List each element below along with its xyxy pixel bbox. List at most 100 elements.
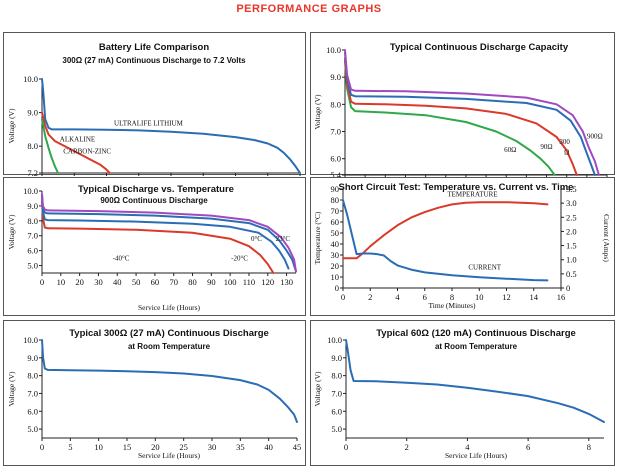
x-tick-label: 5 <box>68 442 72 452</box>
y-tick-label: 40 <box>331 239 340 249</box>
y-axis-label: Temperature (°C) <box>313 211 322 264</box>
annotation-label: 23°C <box>276 235 291 243</box>
annotation-label: CURRENT <box>468 263 501 271</box>
chart-300-ohm-discharge: 5.0 6.0 7.0 8.0 9.0 10.0 0 5 10 15 20 25 30 35 40 45 Typ… <box>7 328 302 460</box>
y-tick-label: 0 <box>335 283 339 293</box>
y-tick-label: 9.0 <box>331 353 342 363</box>
x-tick-label: 50 <box>132 277 141 287</box>
y-tick-label: 8.0 <box>330 99 341 109</box>
y-tick-label: 10.0 <box>23 74 38 84</box>
series-line-temperature <box>342 201 549 260</box>
x-tick-label: 14 <box>530 292 539 302</box>
y-tick-label: 8.0 <box>27 216 38 226</box>
y-tick-label: 5.0 <box>27 424 38 434</box>
series-line-series-0 <box>345 339 605 423</box>
series-line-alkaline <box>41 111 111 174</box>
series-line-series-0 <box>41 339 298 423</box>
y-tick-label: 50 <box>331 228 340 238</box>
series-line-ultralife-lithium <box>41 78 301 174</box>
x-tick-label: 60 <box>151 277 160 287</box>
y-axis-label: Voltage (V) <box>313 94 322 130</box>
x-tick-label: 120 <box>261 277 274 287</box>
y-tick-label: 10.0 <box>327 335 342 345</box>
annotation-label: CARBON-ZINC <box>63 148 111 156</box>
y-tick-label: 6.0 <box>331 406 342 416</box>
x-tick-label: 0 <box>40 277 44 287</box>
y-right-tick-label: 3.5 <box>566 184 577 194</box>
x-tick-label: 40 <box>264 442 273 452</box>
chart-title: Typical 300Ω (27 mA) Continuous Discharg… <box>69 328 269 339</box>
x-tick-label: 20 <box>151 442 160 452</box>
chart-subtitle: at Room Temperature <box>435 342 518 351</box>
x-tick-label: 30 <box>94 277 103 287</box>
annotation-label: 0°C <box>251 235 262 243</box>
annotation-label: 300 <box>559 138 570 146</box>
x-axis-label: Service Life (Hours) <box>445 451 508 460</box>
x-tick-label: 2 <box>368 292 372 302</box>
series-line-current <box>342 199 549 282</box>
annotation-label: ALKALINE <box>60 135 95 143</box>
chart-panel-discharge-temperature: 5.0 6.0 7.0 8.0 9.0 10.0 0 10 20 30 40 50 60 70 80 90 10… <box>3 177 306 316</box>
annotation-label: -20°C <box>231 254 248 262</box>
chart-panel-60-ohm: 5.0 6.0 7.0 8.0 9.0 10.0 0 2 4 6 8 Typical 60Ω (120… <box>310 320 615 466</box>
y-tick-label: 60 <box>331 217 340 227</box>
annotation-label: 60Ω <box>504 146 516 154</box>
chart-subtitle: 900Ω Continuous Discharge <box>100 196 208 205</box>
series-line-90 <box>344 57 578 176</box>
x-tick-label: 40 <box>113 277 122 287</box>
x-tick-label: 15 <box>123 442 132 452</box>
y-axis-label: Voltage (V) <box>7 371 16 407</box>
x-tick-label: 80 <box>188 277 197 287</box>
annotation-label: Ω <box>564 149 569 157</box>
series-line-40-c <box>41 200 275 274</box>
annotation-label: 90Ω <box>540 143 552 151</box>
y-tick-label: 10.0 <box>23 335 38 345</box>
y-tick-label: 30 <box>331 250 340 260</box>
x-tick-label: 45 <box>293 442 302 452</box>
chart-title: Typical Discharge vs. Temperature <box>78 184 234 195</box>
x-tick-label: 70 <box>169 277 178 287</box>
x-tick-label: 35 <box>236 442 245 452</box>
series-line-60 <box>344 59 556 176</box>
chart-title: Typical 60Ω (120 mA) Continuous Discharg… <box>376 328 576 339</box>
chart-battery-life-comparison: 7.28.09.010.00510152025303540ULTRALIFE L… <box>7 42 304 195</box>
y-axis-label: Voltage (V) <box>7 108 16 144</box>
y-tick-label: 10 <box>331 272 340 282</box>
series-line-20-c <box>41 196 290 270</box>
annotation-label: -40°C <box>113 254 130 262</box>
y-right-tick-label: 1.5 <box>566 241 577 251</box>
x-tick-label: 0 <box>344 442 348 452</box>
y-right-tick-label: 1.0 <box>566 255 577 265</box>
x-tick-label: 100 <box>224 277 237 287</box>
y-right-tick-label: 2.0 <box>566 226 577 236</box>
x-axis-label: Service Life (Hours) <box>138 451 201 460</box>
x-tick-label: 10 <box>94 442 103 452</box>
y-tick-label: 10.0 <box>326 45 341 55</box>
x-axis-label: Service Life (Hours) <box>138 303 201 312</box>
y-tick-label: 9.0 <box>27 353 38 363</box>
x-tick-label: 6 <box>526 442 530 452</box>
y-tick-label: 8.0 <box>331 371 342 381</box>
y-tick-label: 8.0 <box>27 371 38 381</box>
chart-60-ohm-discharge: 5.0 6.0 7.0 8.0 9.0 10.0 0 2 4 6 8 Typical 60Ω (120… <box>313 328 605 460</box>
y-tick-label: 9.0 <box>330 72 341 82</box>
series-line-900 <box>344 49 600 176</box>
y-tick-label: 7.0 <box>331 388 342 398</box>
x-tick-label: 10 <box>475 292 484 302</box>
chart-title: Battery Life Comparison <box>99 42 210 53</box>
series-line-0-c <box>41 194 297 273</box>
series-line-carbon-zinc <box>41 118 60 174</box>
x-axis-label: Time (Minutes) <box>428 301 476 310</box>
chart-subtitle: at Room Temperature <box>128 342 211 351</box>
y-right-tick-label: 2.5 <box>566 212 577 222</box>
x-tick-label: 0 <box>341 292 345 302</box>
y-axis-label: Voltage (V) <box>313 371 322 407</box>
y-tick-label: 6.0 <box>27 406 38 416</box>
x-tick-label: 8 <box>587 442 591 452</box>
y-right-tick-label: 0.5 <box>566 269 577 279</box>
chart-title: Typical Continuous Discharge Capacity <box>390 42 569 53</box>
page-title: PERFORMANCE GRAPHS <box>236 3 382 15</box>
y-tick-label: 5.0 <box>331 424 342 434</box>
y-axis-label: Voltage (V) <box>7 214 16 250</box>
x-tick-label: 25 <box>179 442 188 452</box>
